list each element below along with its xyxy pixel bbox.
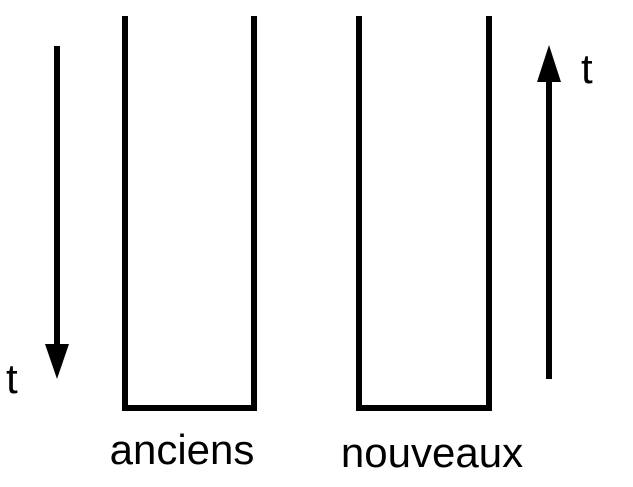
right-time-arrow [537, 45, 561, 379]
container-nouveaux [356, 16, 492, 411]
container-anciens-label: anciens [110, 426, 255, 473]
left-time-arrow [45, 46, 69, 379]
container-nouveaux-label: nouveaux [341, 429, 523, 476]
left-arrow-label: t [6, 355, 18, 402]
right-arrow-label: t [581, 45, 593, 92]
container-anciens [122, 16, 257, 411]
left-arrow-head-icon [45, 344, 69, 379]
right-arrow-head-icon [537, 45, 561, 82]
